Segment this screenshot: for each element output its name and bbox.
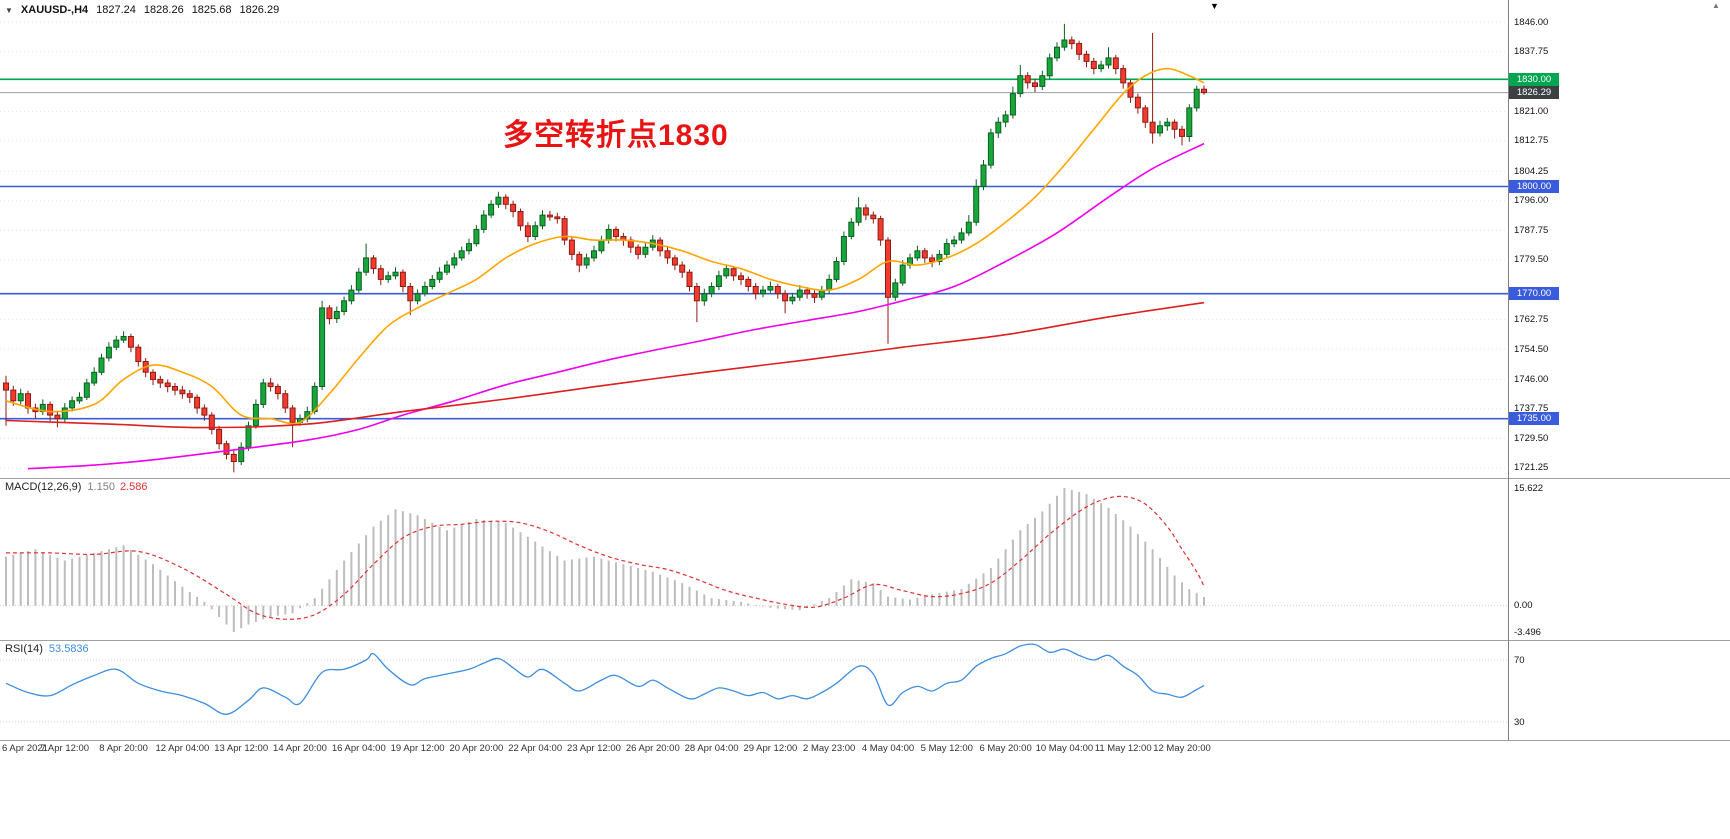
price-tick-label: 1754.50 [1514, 343, 1549, 355]
rsi-indicator-label: RSI(14) 53.5836 [5, 643, 89, 655]
ma-fast-orange [5, 67, 1205, 425]
price-tick-label: 1762.75 [1514, 314, 1549, 326]
horizontal-level-lines [0, 78, 1508, 420]
time-axis-label: 19 Apr 12:00 [390, 743, 445, 754]
time-axis-label: 13 Apr 12:00 [214, 743, 269, 754]
rsi-value: 53.5836 [48, 643, 89, 655]
price-tick-label: 1837.75 [1514, 46, 1549, 58]
time-axis-label: 22 Apr 04:00 [508, 743, 563, 754]
time-axis-label: 20 Apr 20:00 [449, 743, 504, 754]
ohlc-low-value: 1825.68 [191, 4, 232, 16]
time-axis-label: 23 Apr 12:00 [567, 743, 621, 754]
macd-histogram [5, 488, 1205, 632]
level-price-badge: 1735.00 [1509, 412, 1559, 426]
rsi-line [5, 643, 1205, 715]
time-axis-label: 26 Apr 20:00 [625, 743, 680, 754]
time-axis-label: 12 May 20:00 [1153, 743, 1211, 754]
price-tick-label: 1729.50 [1514, 432, 1549, 444]
chart-header: ▼ XAUUSD-,H4 1827.24 1828.26 1825.68 182… [5, 4, 279, 16]
macd-signal-line [5, 495, 1205, 620]
scroll-corner-icon: ▲ [1712, 1, 1720, 10]
price-tick-label: 1746.00 [1514, 373, 1549, 385]
chart-collapse-icon[interactable]: ▼ [5, 5, 13, 15]
ma-mid-magenta [27, 142, 1205, 470]
price-tick-label: 1821.00 [1514, 106, 1549, 117]
time-axis-label: 2 May 23:00 [803, 743, 856, 754]
macd-name: MACD(12,26,9) [5, 481, 82, 493]
rsi-level-label: 30 [1514, 716, 1525, 728]
time-axis-label: 16 Apr 04:00 [331, 743, 386, 754]
price-tick-label: 1804.25 [1514, 165, 1549, 177]
rsi-name: RSI(14) [5, 643, 43, 655]
rsi-level-lines [0, 659, 1508, 723]
chart-annotation-text: 多空转折点1830 [503, 119, 729, 152]
price-tick-label: 1846.00 [1514, 16, 1549, 28]
time-axis-label: 8 Apr 20:00 [99, 743, 148, 754]
time-axis-label: 6 May 20:00 [979, 743, 1032, 754]
time-axis-label: 5 May 12:00 [920, 743, 973, 754]
symbol-timeframe-label: XAUUSD-,H4 [20, 4, 89, 16]
macd-axis-min-label: -3.496 [1514, 626, 1541, 638]
time-axis-label: 12 Apr 04:00 [155, 743, 210, 754]
time-axis-label: 7 Apr 12:00 [40, 743, 90, 754]
price-gridlines [0, 21, 1508, 469]
price-tick-label: 1779.50 [1514, 254, 1549, 266]
time-axis-label: 14 Apr 20:00 [273, 743, 327, 754]
ohlc-close-value: 1826.29 [239, 4, 280, 16]
macd-axis-zero-label: 0.00 [1514, 600, 1533, 612]
level-price-badge: 1800.00 [1509, 180, 1559, 193]
macd-axis-max-label: 15.622 [1514, 482, 1544, 494]
time-scale[interactable]: 6 Apr 2021 7 Apr 12:00 8 Apr 20:00 12 Apr 0… [0, 743, 1730, 757]
rsi-level-label: 70 [1514, 654, 1525, 666]
chart-shift-marker-icon[interactable]: ▼ [1210, 1, 1219, 11]
chart-canvas[interactable] [0, 0, 1730, 760]
macd-indicator-label: MACD(12,26,9) 1.150 2.586 [5, 481, 147, 493]
time-axis-label: 11 May 12:00 [1094, 743, 1152, 754]
time-axis-label: 28 Apr 04:00 [684, 743, 739, 754]
time-axis-label: 4 May 04:00 [861, 743, 915, 754]
macd-signal-value: 2.586 [119, 481, 148, 493]
time-axis-label: 29 Apr 12:00 [743, 743, 798, 754]
price-tick-label: 1737.75 [1514, 403, 1549, 415]
price-scale[interactable]: 1846.00 1837.75 1821.00 1812.75 1804.25 1796.… [1509, 0, 1730, 742]
level-price-badge: 1770.00 [1509, 287, 1559, 301]
current-price-badge: 1826.29 [1509, 86, 1559, 100]
pane-separators [0, 0, 1730, 741]
macd-main-value: 1.150 [87, 481, 115, 493]
time-axis-label: 6 Apr 2021 [2, 743, 48, 754]
price-tick-label: 1721.25 [1514, 462, 1549, 474]
ma-slow-red [5, 301, 1205, 429]
ohlc-open-value: 1827.24 [96, 4, 136, 16]
price-tick-label: 1787.75 [1514, 224, 1549, 236]
price-tick-label: 1796.00 [1514, 195, 1549, 207]
candles [3, 23, 1207, 473]
level-price-badge: 1830.00 [1509, 72, 1559, 86]
price-tick-label: 1812.75 [1514, 135, 1549, 147]
ohlc-high-value: 1828.26 [143, 4, 184, 16]
time-axis-label: 10 May 04:00 [1035, 743, 1094, 754]
